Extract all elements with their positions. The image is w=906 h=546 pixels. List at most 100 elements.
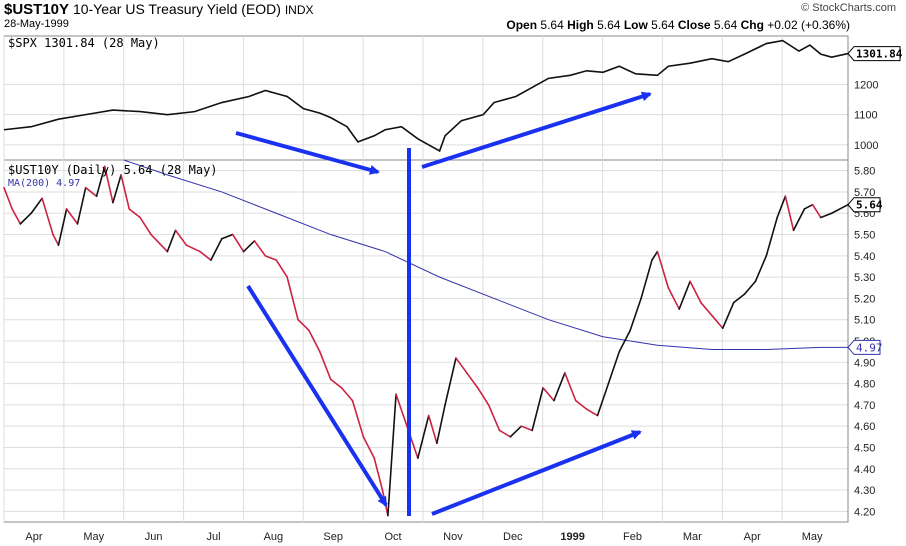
ma-legend: MA(200) 4.97 [8, 178, 80, 189]
yield-segment [721, 301, 735, 330]
yield-segment [596, 382, 610, 417]
yield-segment [498, 429, 512, 438]
yield-segment [242, 240, 256, 253]
yield-y-tick: 5.20 [854, 293, 875, 305]
x-tick-label: May [83, 531, 104, 543]
yield-segment [3, 186, 13, 210]
x-tick-label: Apr [744, 531, 761, 543]
yield-segment [455, 357, 468, 374]
spx-legend: $SPX 1301.84 (28 May) [8, 36, 160, 50]
yield-segment [651, 250, 659, 261]
yield-segment [754, 255, 768, 283]
yield-segment [11, 208, 22, 225]
high-label: High [567, 18, 594, 32]
yield-segment [667, 286, 681, 310]
yield-segment [95, 165, 106, 197]
yield-segment [221, 233, 234, 240]
yield-segment [308, 329, 321, 353]
spx-y-tick: 1200 [854, 79, 878, 91]
spx-last-tag: 1301.84 [847, 46, 903, 62]
yield-segment [76, 186, 87, 225]
yield-segment [395, 393, 408, 427]
ma-line [123, 159, 848, 351]
yield-last-value: 5.64 [856, 199, 883, 212]
yield-segment [444, 357, 457, 406]
low-value: 5.64 [651, 18, 675, 32]
yield-segment [466, 372, 479, 389]
yield-segment [199, 250, 212, 261]
yield-series [3, 159, 849, 517]
yield-segment [607, 350, 621, 385]
symbol: $UST10Y [4, 1, 70, 18]
yield-segment [387, 393, 397, 517]
x-tick-label: Nov [443, 531, 463, 543]
yield-y-tick: 4.90 [854, 357, 875, 369]
ma-last-tag: 4.97 [847, 339, 883, 355]
yield-segment [585, 408, 599, 417]
yield-y-tick: 5.10 [854, 315, 875, 327]
chg-value: +0.02 (+0.36%) [767, 18, 850, 32]
yield-segment [542, 387, 555, 402]
yield-y-tick: 4.40 [854, 464, 875, 476]
yield-segment [112, 174, 122, 204]
yield-segment [743, 280, 757, 295]
yield-segment [297, 318, 310, 332]
chg-label: Chg [740, 18, 764, 32]
yield-segment [618, 329, 631, 353]
ohlc-readout: Open 5.64 High 5.64 Low 5.64 Close 5.64 … [506, 18, 850, 32]
yield-y-tick: 4.70 [854, 400, 875, 412]
x-tick-label: Jul [206, 531, 220, 543]
yield-segment [57, 208, 68, 246]
trend-arrows [235, 91, 652, 516]
yield-segment [373, 457, 384, 491]
yield-segment [362, 436, 376, 459]
spx-series [3, 39, 849, 153]
yield-segment [120, 174, 131, 210]
chart-date: 28-May-1999 [4, 18, 69, 30]
spx-panel [3, 35, 849, 161]
yield-y-tick: 4.50 [854, 442, 875, 454]
yield-segment [319, 350, 332, 381]
yield-segment [52, 233, 60, 246]
yield-segment [253, 240, 267, 257]
yield-segment [30, 197, 43, 215]
yield-segment [732, 293, 746, 304]
high-value: 5.64 [597, 18, 621, 32]
yield-segment [656, 250, 670, 289]
yield-segment [139, 216, 152, 236]
yield-segment [210, 237, 223, 261]
x-tick-label: Dec [503, 531, 523, 543]
exchange: INDX [284, 3, 314, 17]
open-label: Open [506, 18, 538, 32]
trend-arrow [431, 430, 642, 516]
yield-segment [574, 399, 588, 410]
yield-gridlines [4, 170, 848, 512]
x-tick-label: 1999 [560, 531, 584, 543]
yield-segment [700, 301, 713, 317]
yield-segment [819, 212, 833, 219]
open-value: 5.64 [540, 18, 564, 32]
yield-segment [128, 208, 141, 219]
trend-arrow [246, 284, 388, 507]
yield-last-tag: 5.64 [847, 197, 883, 213]
x-tick-label: Sep [323, 531, 343, 543]
spx-line [3, 39, 849, 153]
yield-segment [264, 255, 278, 261]
ma-last-value: 4.97 [856, 341, 883, 354]
yield-segment [803, 203, 814, 210]
description: 10-Year US Treasury Yield (EOD) [72, 1, 281, 17]
yield-segment [275, 259, 288, 278]
yield-segment [329, 378, 343, 389]
x-axis: Apr May Jun Jul Aug Sep Oct Nov Dec 1999 Feb Mar Apr… [3, 36, 823, 543]
yield-segment [231, 233, 245, 253]
yield-segment [711, 314, 724, 330]
yield-segment [427, 414, 438, 445]
yield-segment [765, 216, 779, 257]
close-value: 5.64 [713, 18, 738, 32]
yield-segment [792, 208, 806, 232]
yield-segment [422, 414, 430, 438]
yield-legend: $UST10Y (Daily) 5.64 (28 May) [8, 163, 218, 177]
yield-segment [340, 387, 354, 402]
yield-segment [830, 203, 849, 215]
